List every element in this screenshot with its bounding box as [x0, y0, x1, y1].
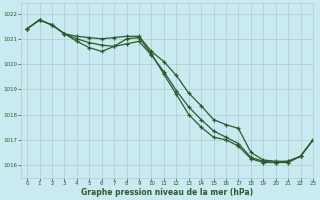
X-axis label: Graphe pression niveau de la mer (hPa): Graphe pression niveau de la mer (hPa) — [81, 188, 253, 197]
